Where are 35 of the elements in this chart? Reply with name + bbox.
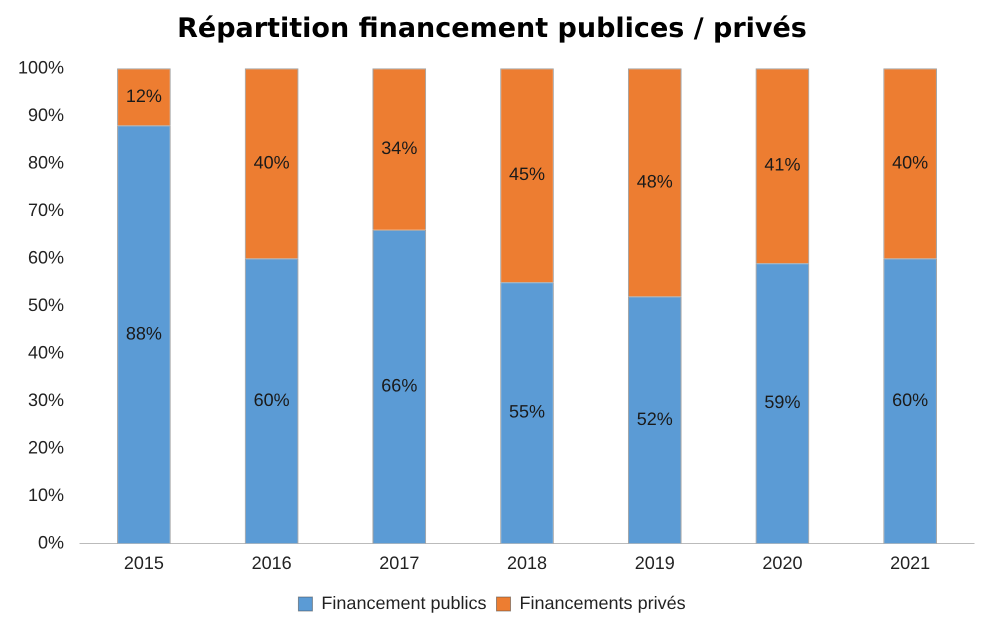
data-label: 59% xyxy=(764,392,800,412)
y-tick-label: 30% xyxy=(28,390,64,410)
x-tick-label: 2016 xyxy=(252,553,292,574)
legend-label: Financement publics xyxy=(321,592,487,613)
data-label: 55% xyxy=(509,402,546,422)
data-label: 88% xyxy=(126,323,162,344)
data-label: 34% xyxy=(381,138,418,158)
data-label: 52% xyxy=(636,408,673,429)
data-label: 40% xyxy=(892,152,928,172)
y-tick-label: 40% xyxy=(28,342,64,362)
y-tick-label: 20% xyxy=(28,437,64,458)
chart-title: Répartition financement publices / privés xyxy=(177,13,807,44)
y-tick-label: 100% xyxy=(18,57,64,78)
data-label: 40% xyxy=(254,152,290,172)
y-tick-label: 60% xyxy=(28,247,64,268)
x-tick-label: 2017 xyxy=(379,553,420,574)
x-tick-label: 2018 xyxy=(506,553,548,574)
x-tick-label: 2020 xyxy=(762,553,802,574)
legend-label: Financements privés xyxy=(520,592,686,613)
y-tick-label: 70% xyxy=(28,200,64,220)
x-tick-label: 2021 xyxy=(890,553,930,574)
data-label: 12% xyxy=(126,86,162,106)
data-label: 45% xyxy=(509,164,546,184)
data-label: 60% xyxy=(254,390,290,410)
data-label: 60% xyxy=(892,390,928,410)
y-tick-label: 80% xyxy=(28,152,64,172)
y-tick-label: 10% xyxy=(28,484,64,505)
data-label: 41% xyxy=(764,154,800,175)
x-tick-label: 2019 xyxy=(634,553,675,574)
x-tick-label: 2015 xyxy=(124,553,164,574)
y-tick-label: 90% xyxy=(28,104,64,125)
data-label: 66% xyxy=(381,376,418,396)
data-label: 48% xyxy=(636,171,673,192)
y-tick-label: 50% xyxy=(28,294,64,315)
y-tick-label: 0% xyxy=(38,532,64,552)
